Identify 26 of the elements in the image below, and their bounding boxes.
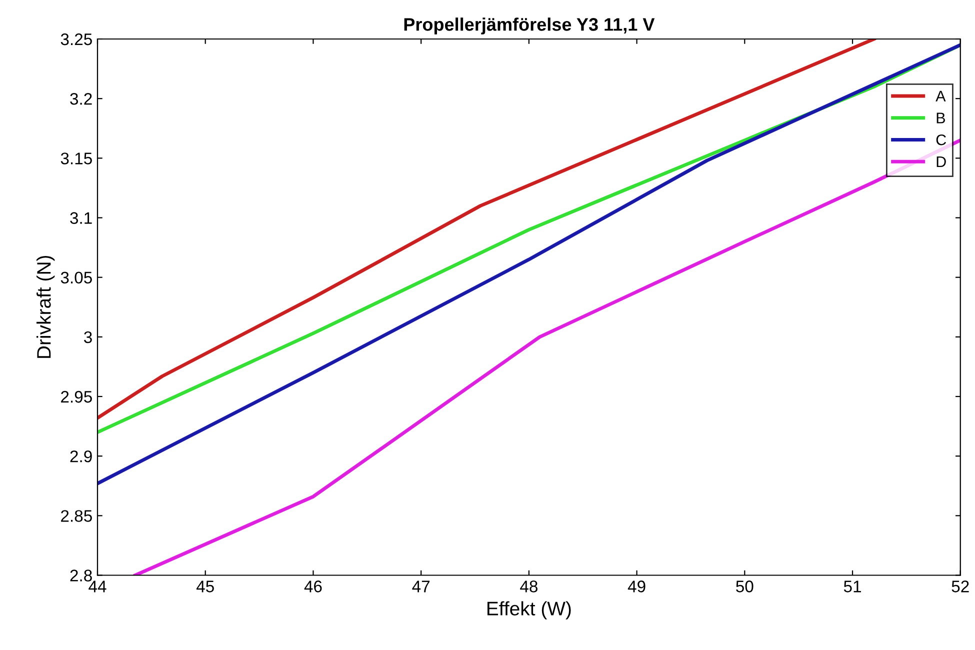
legend-label: A — [936, 90, 946, 102]
y-tick-label: 2.95 — [61, 390, 92, 403]
x-tick-label: 46 — [304, 580, 322, 592]
x-tick-label: 44 — [88, 580, 106, 592]
x-tick-label: 52 — [952, 580, 969, 592]
y-tick-label: 2.85 — [61, 510, 92, 522]
legend-label: C — [936, 134, 946, 146]
y-tick-label: 3.25 — [60, 33, 92, 46]
legend-label: B — [936, 112, 945, 124]
chart-title: Propellerjämförelse Y3 11,1 V — [404, 18, 655, 34]
y-tick-label: 3.1 — [70, 212, 92, 224]
x-tick-label: 48 — [520, 580, 538, 592]
y-tick-label: 3.2 — [70, 92, 92, 105]
y-axis-title: Drivkraft (N) — [36, 256, 55, 358]
x-axis-title: Effekt (W) — [487, 601, 571, 620]
y-tick-label: 2.8 — [70, 570, 92, 582]
y-tick-label: 3.05 — [60, 272, 92, 284]
x-tick-label: 50 — [736, 580, 754, 592]
x-tick-label: 49 — [628, 580, 646, 592]
y-tick-label: 3.15 — [60, 152, 92, 164]
y-tick-label: 3 — [84, 331, 92, 344]
legend-label: D — [936, 156, 946, 167]
y-tick-label: 2.9 — [70, 450, 92, 462]
x-tick-label: 45 — [196, 580, 214, 592]
x-tick-label: 51 — [844, 580, 861, 592]
x-tick-label: 47 — [412, 580, 430, 592]
